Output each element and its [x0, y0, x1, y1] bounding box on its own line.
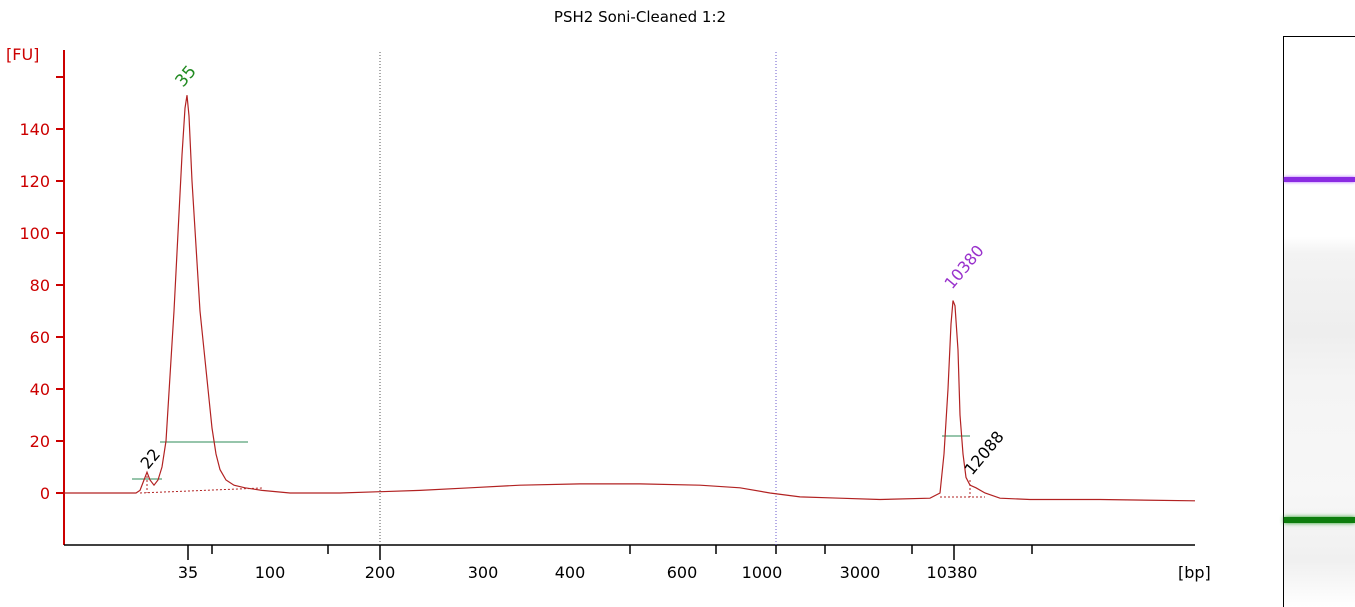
x-tick-label: 1000: [742, 563, 783, 582]
y-tick-label: 40: [30, 380, 50, 399]
y-tick-label: 0: [40, 484, 50, 503]
peak-label: 35: [172, 62, 201, 91]
y-axis-label: [FU]: [6, 45, 39, 64]
gel-upper-marker-band: [1284, 177, 1355, 182]
electropherogram-chart: PSH2 Soni-Cleaned 1:2 [FU] [bp] 0 20 40 60 8…: [6, 8, 1211, 582]
peak-labels: 35 10380 22 12088: [137, 62, 1008, 479]
x-axis-ticks: 35 100 200 300 400 600 1000 3000 10380: [178, 545, 1033, 582]
y-tick-label: 60: [30, 328, 50, 347]
peak-label: 12088: [961, 427, 1008, 478]
gel-lower-marker-band: [1284, 517, 1355, 523]
series-line: [64, 95, 1196, 502]
x-tick-label: 200: [365, 563, 396, 582]
x-tick-label: 400: [555, 563, 586, 582]
peak-label: 22: [137, 445, 165, 473]
y-tick-label: 100: [19, 224, 50, 243]
x-tick-label: 100: [255, 563, 286, 582]
y-tick-label: 80: [30, 276, 50, 295]
y-tick-label: 140: [19, 120, 50, 139]
gel-lane: [1283, 36, 1355, 607]
x-axis-label: [bp]: [1178, 563, 1211, 582]
peak-label: 10380: [941, 241, 988, 292]
chart-title: PSH2 Soni-Cleaned 1:2: [554, 8, 726, 26]
x-tick-label: 300: [468, 563, 499, 582]
x-tick-label: 3000: [840, 563, 881, 582]
y-tick-label: 20: [30, 432, 50, 451]
y-axis-ticks: 0 20 40 60 80 100 120 140: [19, 76, 64, 503]
x-tick-label: 600: [667, 563, 698, 582]
x-tick-label: 10380: [927, 563, 978, 582]
baseline-left: [139, 487, 263, 494]
series-trace: [64, 95, 1196, 502]
x-tick-label: 35: [178, 563, 198, 582]
y-tick-label: 120: [19, 172, 50, 191]
